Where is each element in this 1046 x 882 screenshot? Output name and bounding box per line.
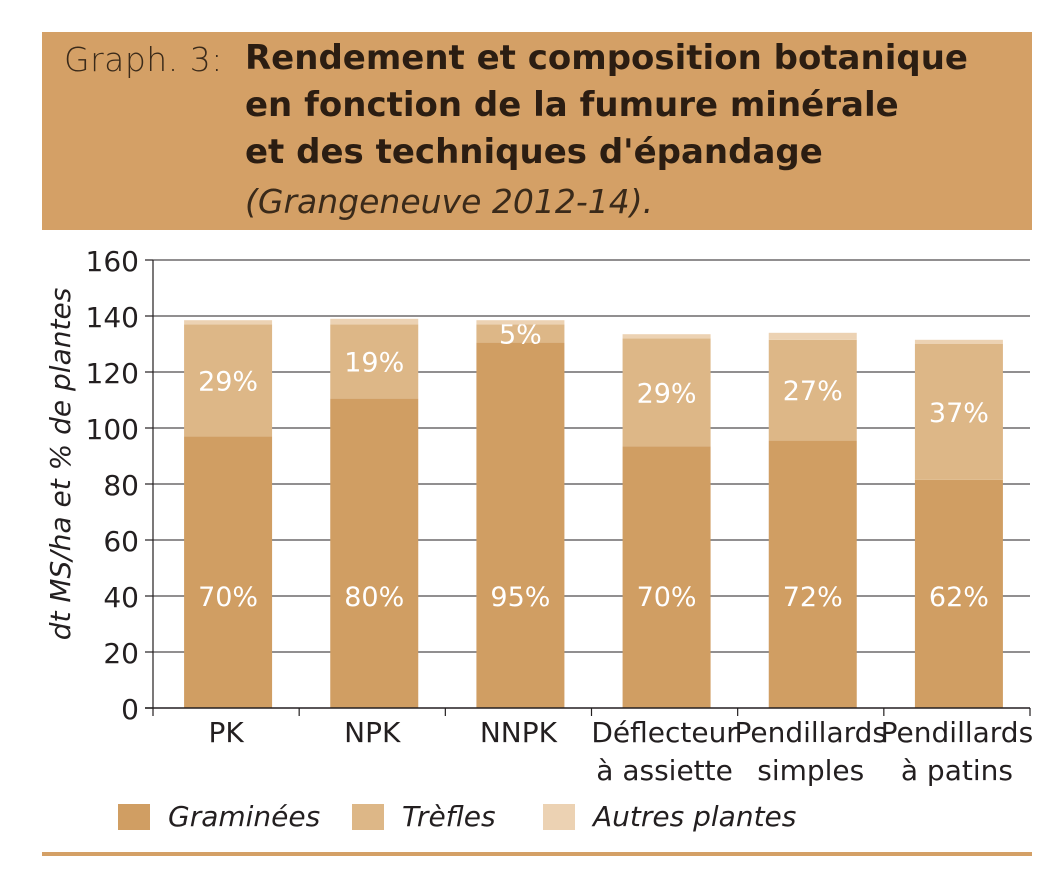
chart-title-line-3: et des techniques d'épandage <box>245 132 823 172</box>
bar-2-4 <box>768 332 857 340</box>
bar-label-1-2: 5% <box>499 320 542 351</box>
legend-swatch-trefles <box>352 803 384 830</box>
y-tick-label-120: 120 <box>86 357 139 390</box>
x-tick-label-1-0: NPK <box>344 716 401 749</box>
legend-item-graminees: Graminées <box>118 800 320 833</box>
bar-2-2 <box>476 320 565 325</box>
bar-label-0-3: 70% <box>637 582 697 613</box>
bar-1-3 <box>622 338 711 447</box>
x-tick-label-5-1: à patins <box>901 754 1013 787</box>
bar-2-3 <box>622 334 711 339</box>
legend-label-trefles: Trèfles <box>402 800 496 833</box>
bar-label-0-4: 72% <box>783 582 843 613</box>
x-tick-label-4-0: Pendillards <box>734 716 887 749</box>
bar-label-0-0: 70% <box>198 582 258 613</box>
bar-2-5 <box>914 339 1003 344</box>
legend-item-trefles: Trèfles <box>352 800 496 833</box>
legend-swatch-graminees <box>118 803 150 830</box>
x-tick-label-3-0: Déflecteur <box>591 716 738 749</box>
bar-label-0-1: 80% <box>344 582 404 613</box>
bar-1-0 <box>184 324 273 437</box>
bar-0-2 <box>476 342 565 708</box>
bar-label-1-1: 19% <box>344 348 404 379</box>
bar-label-1-4: 27% <box>783 376 843 407</box>
x-tick-label-2-0: NNPK <box>480 716 558 749</box>
chart-header: Graph. 3: Rendement et composition botan… <box>42 32 1032 230</box>
chart-subtitle: (Grangeneuve 2012-14). <box>245 182 654 221</box>
y-tick-label-80: 80 <box>103 469 139 502</box>
y-tick-label-160: 160 <box>86 245 139 278</box>
bar-label-0-2: 95% <box>490 582 550 613</box>
legend-label-autres-plantes: Autres plantes <box>593 800 797 833</box>
y-tick-label-100: 100 <box>86 413 139 446</box>
bottom-rule <box>42 852 1032 856</box>
y-tick-label-40: 40 <box>103 581 139 614</box>
y-tick-label-60: 60 <box>103 525 139 558</box>
bar-label-1-5: 37% <box>929 398 989 429</box>
y-tick-label-20: 20 <box>103 637 139 670</box>
legend-swatch-autres-plantes <box>543 803 575 830</box>
legend-label-graminees: Graminées <box>168 800 321 833</box>
y-tick-label-0: 0 <box>121 693 139 726</box>
bar-0-0 <box>184 436 273 708</box>
bar-0-3 <box>622 446 711 708</box>
chart-title-line-1: Rendement et composition botanique <box>245 38 968 78</box>
bar-0-4 <box>768 440 857 708</box>
y-axis-label: dt MS/ha et % de plantes <box>44 288 77 641</box>
bar-label-1-3: 29% <box>637 378 697 409</box>
chart-title-line-2: en fonction de la fumure minérale <box>245 85 899 125</box>
bar-1-4 <box>768 339 857 441</box>
bar-label-1-0: 29% <box>198 366 258 397</box>
bar-2-0 <box>184 320 273 325</box>
bar-1-1 <box>330 324 419 399</box>
graph-label: Graph. 3: <box>64 40 223 79</box>
x-tick-label-3-1: à assiette <box>596 754 733 787</box>
x-tick-label-4-1: simples <box>757 754 864 787</box>
x-tick-label-5-0: Pendillards <box>881 716 1034 749</box>
bar-1-5 <box>914 344 1003 480</box>
bar-1-2 <box>476 324 565 343</box>
bar-0-1 <box>330 398 419 708</box>
legend-item-autres-plantes: Autres plantes <box>543 800 796 833</box>
bar-0-5 <box>914 479 1003 708</box>
x-tick-label-0-0: PK <box>208 716 244 749</box>
y-tick-label-140: 140 <box>86 301 139 334</box>
bar-label-0-5: 62% <box>929 582 989 613</box>
bar-2-1 <box>330 318 419 325</box>
